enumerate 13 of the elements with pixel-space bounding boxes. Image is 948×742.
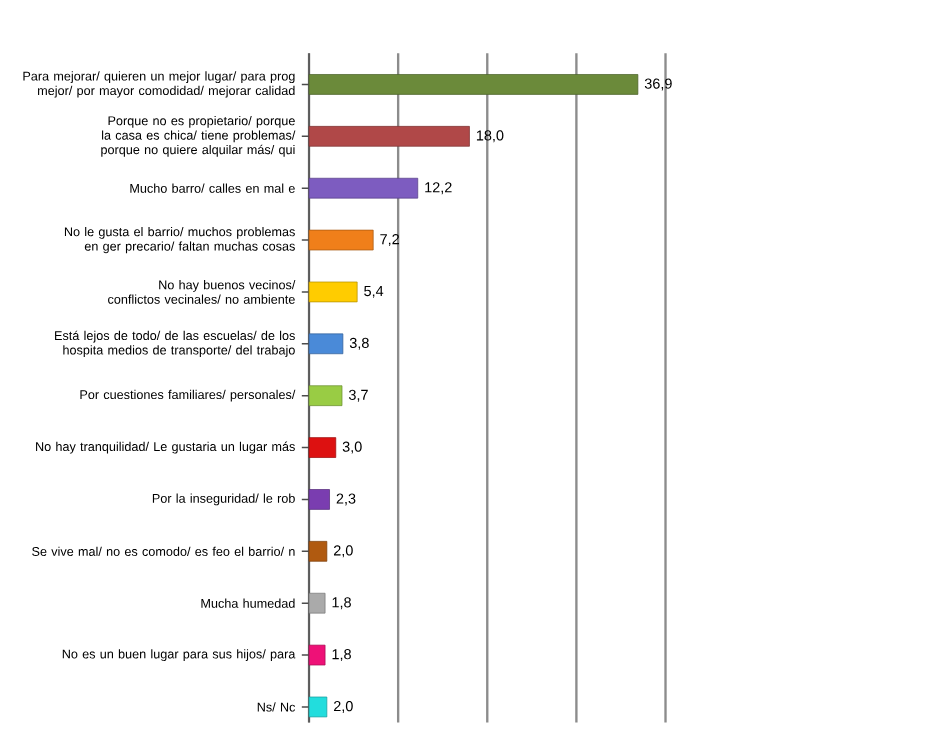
bar — [308, 74, 639, 95]
bar — [308, 437, 337, 458]
bar — [308, 592, 326, 614]
bar — [308, 696, 328, 718]
bar — [308, 489, 330, 510]
bar — [308, 125, 470, 147]
bar — [308, 177, 419, 199]
bar — [308, 281, 358, 303]
bar — [308, 333, 344, 355]
bar — [308, 229, 374, 251]
bar — [308, 644, 326, 666]
bar — [308, 385, 343, 406]
bar — [308, 540, 328, 562]
